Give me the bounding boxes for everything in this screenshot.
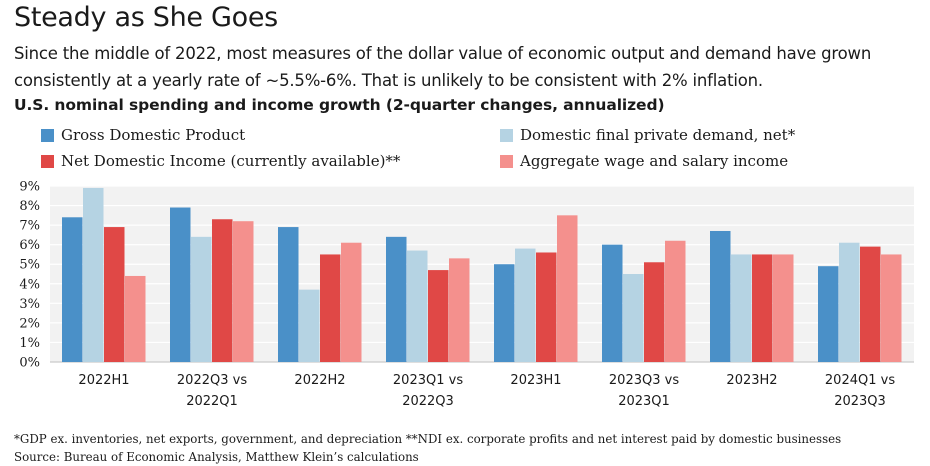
bar <box>386 236 407 362</box>
footnote-source: Source: Bureau of Economic Analysis, Mat… <box>14 450 419 464</box>
y-tick-label: 5% <box>19 258 40 273</box>
legend-item-wages: Aggregate wage and salary income <box>500 152 788 170</box>
legend-item-private-demand: Domestic final private demand, net* <box>500 126 795 144</box>
x-tick-label: 2024Q1 vs 2023Q3 <box>825 373 895 409</box>
bar <box>602 244 623 362</box>
y-tick-label: 9% <box>19 180 40 195</box>
bar <box>839 242 860 362</box>
x-tick-label: 2022H1 <box>78 373 129 388</box>
bar <box>62 217 83 362</box>
bar <box>320 254 341 362</box>
chart-heading: U.S. nominal spending and income growth … <box>14 96 665 114</box>
bar <box>773 254 794 362</box>
bar <box>449 258 470 362</box>
legend-swatch-ndi <box>41 154 54 168</box>
bar <box>710 230 731 362</box>
chart-subtitle: Since the middle of 2022, most measures … <box>14 44 872 90</box>
y-tick-label: 7% <box>19 219 40 234</box>
x-tick-label-line: 2023Q3 vs <box>609 373 679 388</box>
legend-swatch-gdp <box>41 128 54 142</box>
x-tick-label-line: 2022H2 <box>294 373 345 388</box>
y-tick-label: 1% <box>19 336 40 351</box>
bar <box>428 270 449 362</box>
legend-label-wages: Aggregate wage and salary income <box>520 152 789 170</box>
x-tick-label: 2023Q1 vs 2022Q3 <box>393 373 463 409</box>
x-tick-label: 2023H2 <box>726 373 777 388</box>
legend: Gross Domestic Product Domestic final pr… <box>14 126 914 176</box>
bar <box>818 266 839 362</box>
x-tick-label-line: 2022Q3 <box>402 394 454 409</box>
bar <box>104 227 125 362</box>
y-tick-label: 3% <box>19 297 40 312</box>
legend-label-private-demand: Domestic final private demand, net* <box>520 126 796 144</box>
legend-item-ndi: Net Domestic Income (currently available… <box>41 152 400 170</box>
bar <box>515 248 536 362</box>
x-tick-label-line: 2023H2 <box>726 373 777 388</box>
y-tick-label: 6% <box>19 238 40 253</box>
bar <box>299 289 320 362</box>
bar <box>212 219 233 362</box>
bar-chart: 0%1%2%3%4%5%6%7%8%9%2022H1 2022Q3 vs 2022Q… <box>19 180 914 409</box>
bar <box>665 240 686 362</box>
legend-label-ndi: Net Domestic Income (currently available… <box>61 152 401 170</box>
bar <box>83 187 104 362</box>
x-tick-label-line: 2023Q3 <box>834 394 886 409</box>
x-tick-label-line: 2022Q1 <box>186 394 238 409</box>
chart-title: Steady as She Goes <box>14 2 278 33</box>
bar <box>644 262 665 362</box>
x-tick-label: 2023Q3 vs 2023Q1 <box>609 373 679 409</box>
bar <box>125 275 146 362</box>
bar <box>860 246 881 362</box>
x-tick-label-line: 2022Q3 vs <box>177 373 247 388</box>
bar <box>233 221 254 362</box>
bar <box>407 250 428 362</box>
bar <box>881 254 902 362</box>
footnote-definitions: *GDP ex. inventories, net exports, gover… <box>14 432 842 446</box>
bar <box>278 227 299 362</box>
bar <box>752 254 773 362</box>
bar <box>536 252 557 362</box>
bar <box>623 274 644 362</box>
x-tick-label-line: 2023H1 <box>510 373 561 388</box>
x-tick-label-line: 2022H1 <box>78 373 129 388</box>
x-tick-label: 2022Q3 vs 2022Q1 <box>177 373 247 409</box>
y-tick-label: 2% <box>19 316 40 331</box>
y-tick-label: 8% <box>19 199 40 214</box>
x-tick-label-line: 2024Q1 vs <box>825 373 895 388</box>
bar <box>191 236 212 362</box>
y-tick-label: 4% <box>19 277 40 292</box>
legend-label-gdp: Gross Domestic Product <box>61 126 246 144</box>
x-tick-label-line: 2023Q1 vs <box>393 373 463 388</box>
bar <box>170 207 191 362</box>
bar <box>731 254 752 362</box>
bar <box>557 215 578 362</box>
bar <box>494 264 515 362</box>
x-tick-label: 2022H2 <box>294 373 345 388</box>
y-tick-label: 0% <box>19 356 40 371</box>
x-tick-label-line: 2023Q1 <box>618 394 670 409</box>
legend-item-gdp: Gross Domestic Product <box>41 126 245 144</box>
x-tick-label: 2023H1 <box>510 373 561 388</box>
bar <box>341 242 362 362</box>
legend-swatch-wages <box>500 154 513 168</box>
legend-swatch-private-demand <box>500 128 513 142</box>
